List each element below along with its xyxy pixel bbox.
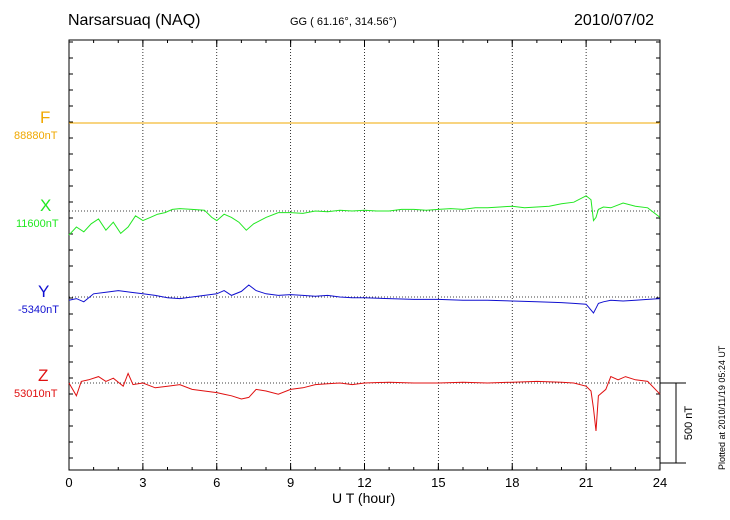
coordinates-label: GG ( 61.16°, 314.56°) [290, 16, 397, 28]
x-tick-label: 3 [139, 475, 146, 490]
station-title: Narsarsuaq (NAQ) [68, 12, 201, 29]
component-y-label: Y [38, 282, 50, 301]
scale-bar-label: 500 nT [683, 406, 695, 441]
series-line-x [68, 195, 661, 236]
plot-frame [68, 39, 661, 471]
x-tick-label: 21 [579, 475, 593, 490]
component-z-label: Z [38, 366, 49, 385]
x-tick-label: 0 [65, 475, 72, 490]
component-x-baseline: 11600nT [16, 218, 59, 230]
x-tick-label: 9 [287, 475, 294, 490]
plotted-note: Plotted at 2010/11/19 05:24 UT [717, 345, 727, 470]
component-x-label: X [40, 196, 52, 215]
x-tick-label: 15 [431, 475, 445, 490]
series-line-z [68, 372, 661, 432]
series-line-y [68, 284, 661, 314]
x-tick-label: 24 [653, 475, 667, 490]
date-label: 2010/07/02 [574, 12, 655, 29]
x-tick-label: 6 [213, 475, 220, 490]
component-y-baseline: -5340nT [18, 304, 59, 316]
component-z-baseline: 53010nT [14, 388, 58, 400]
x-tick-label: 12 [357, 475, 371, 490]
x-axis-label: U T (hour) [332, 490, 396, 506]
x-tick-label: 18 [505, 475, 519, 490]
component-f-baseline: 88880nT [14, 130, 58, 142]
component-f-label: F [40, 108, 51, 127]
